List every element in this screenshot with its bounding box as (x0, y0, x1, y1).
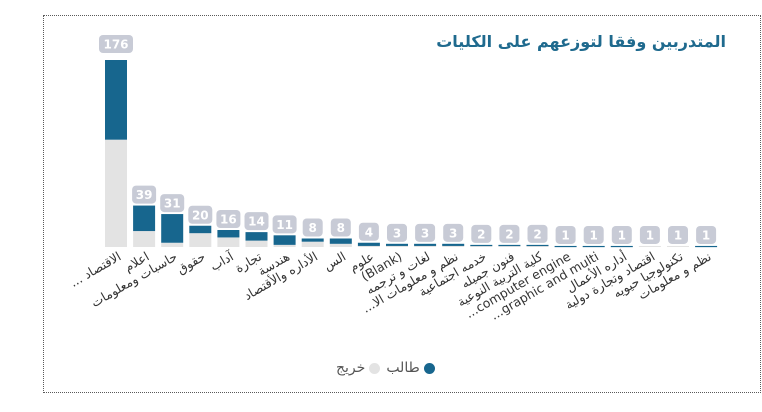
bar-graduate-19[interactable] (638, 245, 661, 247)
total-label-bg-11 (415, 223, 436, 242)
bar-student-3[interactable] (189, 225, 212, 234)
bar-student-1[interactable] (133, 205, 156, 232)
total-label-10: 3 (393, 226, 401, 240)
total-label-bg-7 (302, 218, 323, 237)
category-label-4: آداب (207, 248, 236, 273)
total-label-4: 16 (220, 213, 237, 227)
total-label-bg-6 (272, 215, 297, 234)
legend: طالب خريج (336, 358, 435, 378)
total-label-bg-5 (244, 212, 269, 231)
bar-student-7[interactable] (301, 238, 324, 242)
bar-student-5[interactable] (245, 232, 268, 241)
total-label-2: 31 (164, 197, 181, 211)
total-label-bg-17 (583, 225, 604, 244)
total-label-9: 4 (365, 225, 373, 239)
total-label-bg-8 (330, 218, 351, 237)
total-label-16: 1 (561, 228, 569, 242)
total-label-bg-4 (216, 210, 241, 228)
bar-student-6[interactable] (273, 235, 296, 245)
bar-student-11[interactable] (414, 243, 437, 246)
total-label-11: 3 (421, 226, 429, 240)
legend-graduate-label: خريج (336, 360, 366, 376)
bar-graduate-15[interactable] (526, 245, 549, 247)
total-label-bg-10 (387, 223, 407, 242)
bar-student-14[interactable] (498, 244, 521, 247)
bar-student-16[interactable] (554, 245, 577, 248)
total-label-bg-16 (555, 225, 576, 244)
bar-graduate-10[interactable] (386, 245, 408, 247)
bar-graduate-12[interactable] (442, 245, 465, 247)
bar-student-4[interactable] (217, 230, 240, 238)
total-label-bg-12 (443, 223, 464, 242)
bar-student-0[interactable] (105, 60, 127, 140)
total-label-1: 39 (136, 188, 153, 202)
bar-student-2[interactable] (161, 214, 184, 243)
bar-graduate-13[interactable] (470, 245, 493, 247)
total-label-bg-1 (132, 185, 157, 204)
bar-student-9[interactable] (357, 242, 380, 246)
bar-student-21[interactable] (695, 245, 718, 248)
chart-frame (43, 15, 761, 393)
total-label-bg-9 (358, 222, 379, 241)
total-label-5: 14 (248, 215, 265, 229)
total-label-bg-0 (99, 35, 133, 53)
total-label-bg-18 (611, 225, 632, 244)
total-label-12: 3 (449, 226, 457, 240)
bar-student-17[interactable] (582, 245, 605, 248)
total-label-bg-21 (696, 225, 717, 244)
bar-graduate-14[interactable] (498, 245, 521, 247)
total-label-bg-2 (160, 194, 185, 213)
bar-student-12[interactable] (442, 243, 465, 246)
legend-item-graduate[interactable]: خريج (336, 360, 381, 376)
bar-graduate-7[interactable] (301, 241, 324, 247)
bar-student-13[interactable] (470, 244, 493, 247)
bar-graduate-9[interactable] (357, 245, 380, 247)
total-label-17: 1 (590, 228, 598, 242)
total-label-21: 1 (702, 228, 710, 242)
legend-item-student[interactable]: طالب (386, 360, 435, 376)
bar-graduate-0[interactable] (105, 139, 127, 247)
bar-graduate-11[interactable] (414, 245, 437, 247)
category-label-8: الس (321, 249, 349, 274)
total-label-13: 2 (477, 227, 485, 241)
total-label-6: 11 (276, 218, 293, 232)
legend-student-swatch (423, 362, 435, 374)
bar-graduate-3[interactable] (189, 233, 212, 247)
total-label-15: 2 (533, 227, 541, 241)
total-label-bg-19 (639, 225, 660, 244)
category-label-3: حقوق (174, 249, 208, 278)
bar-graduate-20[interactable] (667, 245, 689, 247)
bar-graduate-1[interactable] (133, 231, 156, 247)
chart-title: المتدربين وفقا لتوزعهم على الكليات (436, 32, 726, 51)
total-label-0: 176 (103, 38, 128, 52)
total-label-bg-3 (188, 205, 213, 224)
total-label-8: 8 (337, 221, 345, 235)
legend-graduate-swatch (369, 362, 381, 374)
total-label-bg-20 (668, 225, 688, 244)
bar-student-15[interactable] (526, 244, 549, 247)
total-label-bg-13 (471, 224, 492, 243)
total-label-19: 1 (646, 228, 654, 242)
legend-student-label: طالب (386, 360, 420, 376)
bar-student-18[interactable] (610, 245, 633, 248)
bar-graduate-4[interactable] (217, 237, 240, 247)
total-label-3: 20 (192, 208, 209, 222)
bar-student-8[interactable] (329, 238, 352, 244)
bar-graduate-2[interactable] (161, 242, 184, 247)
total-label-14: 2 (505, 227, 513, 241)
total-label-20: 1 (674, 228, 682, 242)
bar-graduate-8[interactable] (329, 243, 352, 247)
bar-graduate-5[interactable] (245, 240, 268, 247)
total-label-18: 1 (618, 228, 626, 242)
bar-graduate-6[interactable] (273, 244, 296, 247)
bar-student-10[interactable] (386, 243, 408, 246)
total-label-7: 8 (309, 221, 317, 235)
total-label-bg-14 (499, 224, 520, 243)
total-label-bg-15 (527, 224, 548, 243)
